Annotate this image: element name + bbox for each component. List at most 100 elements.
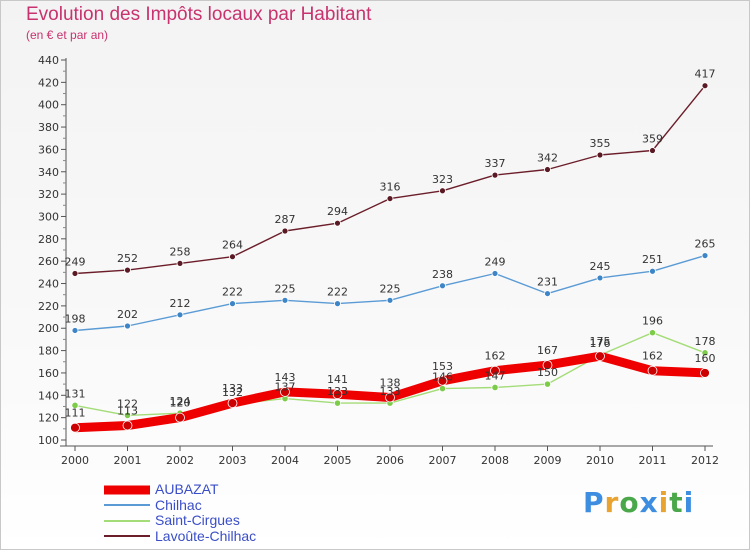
y-tick-label: 240 — [38, 278, 59, 291]
data-label-lavoute-chilhac: 359 — [642, 133, 663, 146]
logo-letter: i — [683, 486, 695, 519]
y-tick-label: 340 — [38, 166, 59, 179]
data-label-aubazat: 138 — [380, 377, 401, 390]
data-point-aubazat — [490, 365, 500, 376]
logo-letter: i — [658, 486, 670, 519]
data-point-saint-cirgues — [491, 383, 499, 392]
axes: 100 120 140 160 180 200 220 240 260 280 300 320 340 3… — [38, 54, 719, 467]
data-label-aubazat: 167 — [537, 344, 558, 357]
data-point-lavoute-chilhac — [71, 270, 79, 277]
data-point-chilhac — [701, 252, 709, 259]
x-tick-label: 2006 — [376, 454, 404, 467]
data-point-lavoute-chilhac — [176, 260, 184, 267]
data-point-aubazat — [332, 389, 343, 400]
data-point-lavoute-chilhac — [386, 195, 394, 202]
data-point-lavoute-chilhac — [491, 171, 499, 179]
data-point-saint-cirgues — [333, 399, 342, 407]
data-label-chilhac: 198 — [65, 312, 86, 325]
data-label-saint-cirgues: 147 — [485, 369, 506, 382]
x-tick-label: 2007 — [429, 454, 457, 467]
data-label-lavoute-chilhac: 264 — [222, 239, 243, 252]
data-label-saint-cirgues: 150 — [537, 366, 558, 379]
y-tick-label: 320 — [38, 188, 59, 201]
y-tick-label: 280 — [38, 233, 59, 246]
data-point-saint-cirgues — [438, 384, 447, 393]
data-label-lavoute-chilhac: 417 — [695, 68, 716, 81]
data-label-chilhac: 238 — [432, 268, 453, 281]
data-point-chilhac — [544, 290, 551, 297]
x-tick-label: 2000 — [61, 454, 89, 467]
y-tick-label: 220 — [38, 300, 59, 313]
data-point-lavoute-chilhac — [334, 219, 341, 227]
legend-swatch-saint-cirgues — [104, 519, 150, 522]
data-point-saint-cirgues — [71, 401, 79, 409]
data-point-chilhac — [649, 267, 656, 275]
data-label-aubazat: 153 — [432, 360, 453, 373]
data-point-aubazat — [542, 360, 553, 371]
data-point-lavoute-chilhac — [124, 266, 131, 274]
logo-letter: x — [639, 486, 659, 519]
data-label-saint-cirgues: 133 — [380, 385, 401, 398]
y-tick-label: 200 — [38, 322, 59, 335]
data-label-aubazat: 162 — [485, 350, 506, 363]
y-tick-label: 400 — [38, 99, 59, 112]
data-point-chilhac — [124, 322, 131, 330]
logo-letter: o — [619, 486, 640, 519]
x-tick-label: 2005 — [324, 454, 352, 467]
x-tick-label: 2003 — [219, 454, 247, 467]
data-label-saint-cirgues: 133 — [327, 385, 348, 398]
logo-letter: P — [583, 486, 605, 519]
data-point-chilhac — [491, 270, 499, 277]
y-tick-label: 140 — [38, 389, 59, 402]
y-tick-label: 440 — [38, 54, 59, 67]
data-point-saint-cirgues — [701, 349, 709, 357]
data-point-lavoute-chilhac — [596, 151, 604, 159]
data-point-chilhac — [334, 300, 341, 308]
x-tick-label: 2012 — [691, 454, 719, 467]
data-point-saint-cirgues — [543, 380, 552, 388]
y-tick-label: 380 — [38, 121, 59, 134]
data-label-lavoute-chilhac: 355 — [590, 137, 611, 150]
data-label-chilhac: 222 — [222, 286, 243, 299]
y-tick-label: 100 — [38, 434, 59, 447]
x-tick-label: 2002 — [166, 454, 194, 467]
data-label-saint-cirgues: 122 — [117, 397, 138, 410]
data-point-lavoute-chilhac — [281, 227, 289, 235]
data-label-aubazat: 143 — [275, 371, 296, 384]
data-point-saint-cirgues — [648, 329, 657, 337]
chart-subtitle: (en € et par an) — [26, 28, 109, 42]
data-point-lavoute-chilhac — [439, 187, 446, 195]
data-label-chilhac: 245 — [590, 260, 611, 273]
y-tick-label: 300 — [38, 210, 59, 223]
data-label-lavoute-chilhac: 249 — [65, 255, 86, 268]
data-label-aubazat: 120 — [170, 397, 191, 410]
data-point-aubazat — [595, 351, 605, 362]
data-label-lavoute-chilhac: 337 — [485, 157, 506, 170]
data-label-chilhac: 222 — [327, 286, 348, 299]
data-point-chilhac — [596, 274, 604, 282]
x-tick-label: 2001 — [114, 454, 142, 467]
data-label-lavoute-chilhac: 323 — [432, 173, 453, 186]
data-point-chilhac — [176, 311, 184, 319]
data-label-chilhac: 249 — [485, 255, 506, 268]
data-point-lavoute-chilhac — [229, 253, 236, 261]
legend-swatch-chilhac — [104, 504, 150, 507]
x-tick-label: 2011 — [639, 454, 667, 467]
data-label-lavoute-chilhac: 342 — [537, 152, 558, 165]
data-label-aubazat: 160 — [695, 352, 716, 365]
data-label-chilhac: 202 — [117, 308, 138, 321]
legend-swatch-lavoute-chilhac — [104, 535, 150, 538]
data-label-aubazat: 175 — [590, 335, 611, 348]
data-label-chilhac: 231 — [537, 276, 558, 289]
data-point-lavoute-chilhac — [649, 147, 656, 154]
data-label-chilhac: 265 — [695, 238, 716, 251]
legend-label-lavoute-chilhac: Lavoûte-Chilhac — [155, 527, 257, 544]
x-tick-label: 2009 — [534, 454, 562, 467]
data-labels: 249 252 258 264 287 294 316 323 337 342 355 359 417 1… — [65, 68, 716, 420]
data-point-aubazat — [227, 398, 238, 409]
data-label-saint-cirgues: 196 — [642, 315, 663, 328]
data-point-aubazat — [385, 392, 395, 403]
data-point-aubazat — [175, 412, 185, 423]
data-point-aubazat — [700, 368, 710, 378]
y-tick-label: 180 — [38, 345, 59, 358]
